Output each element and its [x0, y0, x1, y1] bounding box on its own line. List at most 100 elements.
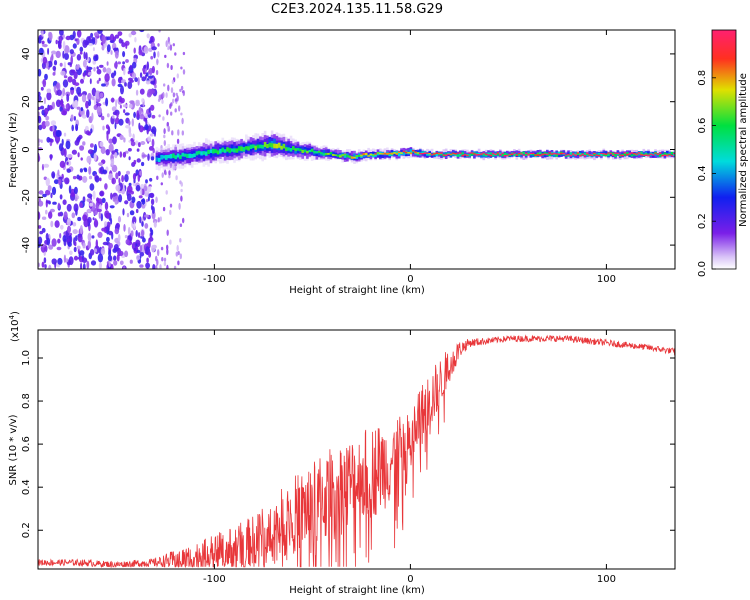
spectrogram-ridge-cell — [430, 154, 434, 156]
spectrogram-noise-blob — [42, 44, 48, 48]
spectrogram-ridge-cell — [301, 149, 304, 153]
spectrogram-noise-blob — [90, 143, 94, 148]
spectrogram-noise-blob — [182, 217, 185, 224]
spectrogram-noise-blob — [139, 88, 145, 95]
spectrogram-ridge-cell — [506, 153, 509, 157]
spectrogram-ridge-cell — [277, 142, 281, 148]
spectrogram-ridge-cell — [259, 144, 262, 149]
spectrogram-noise-blob — [106, 44, 111, 53]
spectrogram-ridge-cell — [576, 152, 580, 154]
spectrogram-noise-blob — [130, 30, 137, 36]
spectrogram-ridge-cell — [604, 153, 608, 155]
spectrogram-ridge-cell — [642, 154, 646, 156]
spectrogram-noise-blob — [155, 264, 158, 269]
spectrogram-ridge-cell — [193, 153, 196, 158]
spectrogram-ridge-cell — [308, 150, 312, 153]
spectrogram-noise-blob — [60, 98, 64, 108]
spectrogram-noise-blob — [170, 102, 173, 107]
spectrogram-noise-blob — [132, 133, 135, 140]
snr-series-line — [38, 334, 675, 569]
spectrogram-noise-blob — [148, 67, 153, 76]
spectrogram-noise-blob — [124, 174, 129, 183]
spectrogram-noise-blob — [179, 253, 182, 260]
spectrogram-ridge-cell — [562, 152, 566, 155]
spectrogram-ridge-cell — [317, 150, 321, 153]
spectrogram-noise-blob — [156, 175, 159, 180]
spectrogram-noise-blob — [89, 78, 92, 85]
spectrogram-ridge-cell — [536, 152, 540, 155]
spectrogram-noise-blob — [131, 72, 137, 79]
snr-scale-label: (x104) — [8, 311, 21, 342]
spectrogram-noise-blob — [95, 201, 100, 211]
spectrogram-noise-blob — [149, 133, 154, 137]
spectrogram-ridge-cell — [553, 153, 556, 155]
spectrogram-noise-blob — [114, 34, 120, 39]
spectrogram-ridge-cell — [200, 151, 203, 156]
spectrogram-noise-blob — [38, 91, 41, 97]
spectrogram-noise-blob — [59, 160, 66, 168]
spectrogram-ridge-cell — [663, 152, 667, 155]
spectrogram-ridge-cell — [205, 151, 208, 156]
spectrogram-noise-blob — [150, 156, 155, 161]
spectrogram-y-tick-label: 40 — [21, 48, 32, 61]
spectrogram-ridge-cell — [341, 154, 344, 157]
spectrogram-ridge-cell — [670, 151, 674, 155]
spectrogram-noise-blob — [108, 249, 112, 257]
spectrogram-noise-blob — [114, 117, 120, 125]
spectrogram-noise-blob — [108, 173, 114, 181]
spectrogram-ridge-cell — [332, 154, 335, 156]
spectrogram-ridge-cell — [357, 153, 361, 157]
spectrogram-ridge-cell — [237, 146, 241, 151]
spectrogram-noise-blob — [153, 221, 157, 228]
spectrogram-ridge-cell — [487, 152, 490, 155]
spectrogram-noise-blob — [103, 221, 108, 227]
spectrogram-noise-blob — [98, 262, 102, 269]
spectrogram-ridge-cell — [186, 153, 189, 158]
spectrogram-ridge-cell — [571, 154, 575, 158]
spectrogram-noise-blob — [111, 78, 116, 87]
spectrogram-noise-blob — [156, 58, 159, 66]
spectrogram-ridge-cell — [383, 152, 387, 155]
spectrogram-ridge-cell — [630, 152, 634, 154]
spectrogram-noise-blob — [179, 223, 183, 227]
spectrogram-noise-blob — [163, 128, 166, 135]
spectrogram-ridge-cell — [456, 152, 460, 154]
spectrogram-noise-blob — [137, 232, 141, 238]
spectrogram-noise-blob — [136, 200, 142, 209]
spectrogram-noise-blob — [100, 146, 106, 154]
spectrogram-noise-blob — [56, 83, 60, 89]
spectrogram-ridge-cell — [376, 152, 380, 156]
spectrogram-ridge-cell — [661, 154, 664, 157]
spectrogram-ridge-cell — [346, 155, 349, 158]
spectrogram-noise-blob — [80, 107, 83, 112]
spectrogram-noise-blob — [166, 229, 169, 236]
spectrogram-y-tick-label: -20 — [21, 189, 32, 205]
spectrogram-noise-blob — [38, 200, 44, 207]
spectrogram-ridge-cell — [633, 153, 636, 156]
spectrogram-ridge-cell — [219, 148, 222, 154]
spectrogram-ridge-cell — [597, 155, 601, 157]
spectrogram-noise-blob — [74, 38, 78, 42]
spectrogram-noise-blob — [132, 216, 137, 225]
spectrogram-noise-blob — [76, 54, 82, 61]
spectrogram-noise-blob — [44, 264, 47, 269]
spectrogram-noise-blob — [161, 172, 164, 178]
spectrogram-noise-blob — [177, 129, 180, 136]
spectrogram-ridge-cell — [362, 153, 366, 156]
spectrogram-ridge-cell — [654, 152, 657, 154]
spectrogram-noise-blob — [161, 257, 164, 262]
spectrogram-noise-blob — [38, 138, 41, 143]
spectrogram-ridge-cell — [484, 153, 488, 155]
spectrogram-noise-blob — [114, 200, 118, 205]
spectrogram-noise-blob — [129, 259, 133, 264]
spectrogram-ridge-cell — [461, 154, 464, 157]
spectrogram-ridge-cell — [531, 152, 535, 154]
spectrogram-noise-blob — [116, 254, 120, 262]
spectrogram-ridge-cell — [557, 153, 561, 157]
spectrogram-noise-blob — [51, 50, 57, 55]
spectrogram-y-label: Frequency (Hz) — [8, 112, 19, 188]
spectrogram-noise-blob — [168, 174, 171, 179]
spectrogram-noise-blob — [87, 71, 92, 76]
spectrogram-ridge-cell — [400, 152, 403, 154]
spectrogram-noise — [38, 30, 186, 269]
